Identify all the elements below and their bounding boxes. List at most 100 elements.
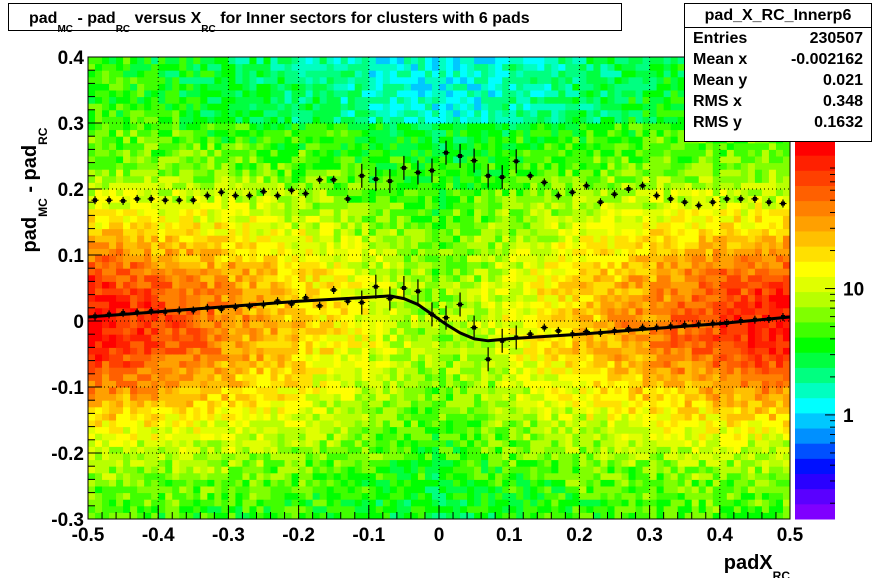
heatmap-cell — [453, 367, 461, 375]
heatmap-cell — [375, 327, 384, 335]
heatmap-cell — [368, 202, 377, 210]
heatmap-cell — [88, 479, 96, 487]
heatmap-cell — [396, 189, 405, 197]
heatmap-cell — [228, 261, 236, 269]
heatmap-cell — [410, 83, 419, 91]
heatmap-cell — [481, 486, 489, 494]
heatmap-cell — [551, 492, 559, 500]
heatmap-cell — [481, 406, 489, 414]
heatmap-cell — [375, 57, 384, 65]
heatmap-cell — [460, 281, 468, 289]
heatmap-cell — [263, 426, 272, 434]
heatmap-cell — [565, 96, 573, 104]
heatmap-cell — [403, 307, 412, 315]
heatmap-cell — [95, 156, 103, 164]
heatmap-cell — [333, 123, 342, 131]
heatmap-cell — [460, 149, 468, 157]
heatmap-cell — [565, 433, 573, 441]
heatmap-cell — [424, 420, 433, 428]
heatmap-cell — [572, 182, 580, 190]
heatmap-cell — [95, 116, 103, 124]
heatmap-cell — [270, 281, 279, 289]
heatmap-cell — [516, 169, 524, 177]
heatmap-cell — [382, 57, 391, 65]
heatmap-cell — [347, 123, 356, 131]
heatmap-cell — [572, 314, 580, 322]
heatmap-cell — [172, 189, 180, 197]
heatmap-cell — [109, 103, 117, 111]
heatmap-cell — [410, 241, 419, 249]
heatmap-cell — [116, 446, 124, 454]
heatmap-cell — [389, 83, 398, 91]
heatmap-cell — [130, 479, 138, 487]
heatmap-cell — [319, 406, 328, 414]
heatmap-cell — [312, 387, 321, 395]
heatmap-cell — [326, 453, 335, 461]
heatmap-cell — [460, 446, 468, 454]
heatmap-cell — [221, 334, 229, 342]
heatmap-cell — [467, 142, 475, 150]
heatmap-cell — [354, 301, 363, 309]
heatmap-cell — [291, 288, 300, 296]
heatmap-cell — [530, 83, 538, 91]
heatmap-cell — [284, 149, 293, 157]
heatmap-cell — [516, 103, 524, 111]
heatmap-cell — [137, 235, 145, 243]
heatmap-cell — [123, 334, 131, 342]
heatmap-cell — [277, 255, 286, 263]
heatmap-cell — [474, 505, 482, 513]
heatmap-cell — [502, 156, 510, 164]
heatmap-cell — [200, 63, 208, 71]
heatmap-cell — [144, 149, 152, 157]
heatmap-cell — [326, 228, 335, 236]
heatmap-cell — [347, 129, 356, 137]
heatmap-cell — [495, 149, 503, 157]
heatmap-cell — [144, 413, 152, 421]
heatmap-cell — [396, 156, 405, 164]
heatmap-cell — [130, 400, 138, 408]
heatmap-cell — [109, 255, 117, 263]
heatmap-cell — [298, 439, 307, 447]
heatmap-cell — [270, 459, 279, 467]
heatmap-cell — [221, 512, 229, 520]
heatmap-cell — [305, 307, 314, 315]
heatmap-cell — [158, 294, 166, 302]
heatmap-cell — [130, 301, 138, 309]
heatmap-cell — [270, 406, 279, 414]
heatmap-cell — [516, 261, 524, 269]
heatmap-cell — [460, 499, 468, 507]
heatmap-cell — [565, 109, 573, 117]
heatmap-cell — [439, 294, 447, 302]
heatmap-cell — [481, 142, 489, 150]
heatmap-cell — [270, 433, 279, 441]
heatmap-cell — [424, 387, 433, 395]
heatmap-cell — [326, 360, 335, 368]
heatmap-cell — [488, 446, 496, 454]
heatmap-cell — [249, 248, 257, 256]
heatmap-cell — [200, 387, 208, 395]
heatmap-cell — [291, 479, 300, 487]
heatmap-cell — [130, 255, 138, 263]
heatmap-cell — [256, 248, 264, 256]
heatmap-cell — [200, 96, 208, 104]
heatmap-cell — [116, 255, 124, 263]
heatmap-cell — [151, 156, 159, 164]
heatmap-cell — [88, 202, 96, 210]
heatmap-cell — [207, 314, 215, 322]
heatmap-cell — [179, 123, 187, 131]
heatmap-cell — [116, 373, 124, 381]
heatmap-cell — [530, 472, 538, 480]
heatmap-cell — [144, 208, 152, 216]
heatmap-cell — [354, 321, 363, 329]
heatmap-cell — [221, 175, 229, 183]
heatmap-cell — [158, 459, 166, 467]
heatmap-cell — [88, 453, 96, 461]
heatmap-cell — [424, 96, 433, 104]
heatmap-cell — [509, 393, 517, 401]
heatmap-cell — [572, 453, 580, 461]
heatmap-cell — [495, 433, 503, 441]
heatmap-cell — [544, 255, 552, 263]
heatmap-cell — [389, 334, 398, 342]
heatmap-cell — [558, 96, 566, 104]
heatmap-cell — [410, 380, 419, 388]
